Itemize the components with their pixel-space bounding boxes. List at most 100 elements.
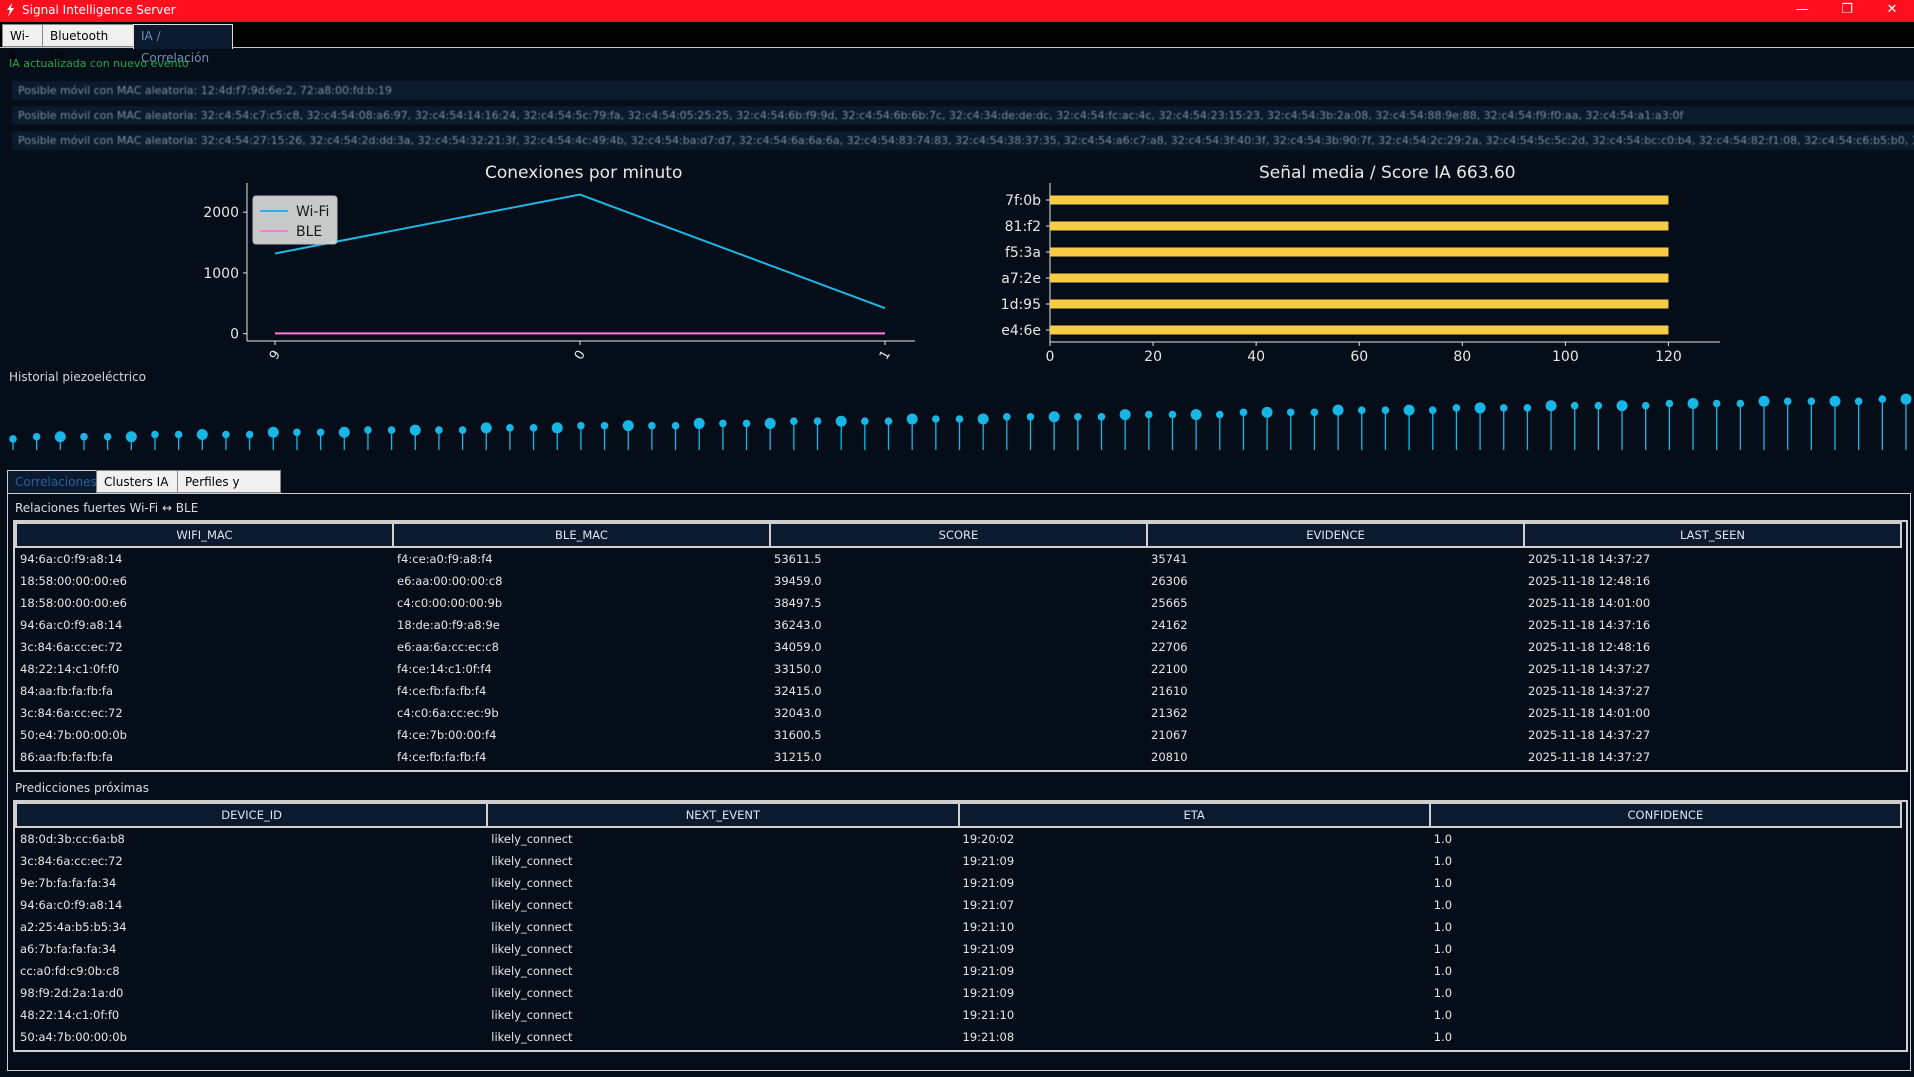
tab-correlaciones[interactable]: Correlaciones [7,470,97,495]
relations-col-wifi-mac[interactable]: WIFI_MAC [15,522,394,548]
relations-col-score[interactable]: SCORE [769,522,1148,548]
chart-panel: Conexiones por minuto Señal media / Scor… [0,163,1914,365]
table-row[interactable]: 3c:84:6a:cc:ec:72 c4:c0:6a:cc:ec:9b 32043.… [16,702,1901,724]
stem-marker [409,424,421,436]
stem-marker [1026,412,1035,421]
bar [1050,247,1669,257]
table-cell: likely_connect [491,832,573,846]
tab-bluetooth-le[interactable]: Bluetooth LE [42,24,134,65]
stem-marker [600,421,609,430]
stem-marker [1687,398,1699,409]
table-cell: 21610 [1151,684,1188,698]
stem-marker [1332,404,1344,416]
table-row[interactable]: 86:aa:fb:fa:fb:fa f4:ce:fb:fa:fb:f4 31215.… [16,746,1901,768]
stem-marker [1261,406,1273,418]
minimize-icon[interactable]: — [1795,2,1809,17]
predictions-col-device-id[interactable]: DEVICE_ID [14,802,489,828]
bar [1050,273,1669,283]
predictions-col-next-event[interactable]: NEXT_EVENT [486,802,960,828]
tab-perfiles-alertas[interactable]: Perfiles y Alertas [177,470,281,511]
stem-marker [977,413,989,425]
table-row[interactable]: a2:25:4a:b5:b5:34 likely_connect 19:21:10 1… [16,916,1901,938]
stem-marker [1641,401,1650,410]
predictions-table[interactable]: DEVICE_ID NEXT_EVENT ETA CONFIDENCE 88:0d:3… [14,802,1903,1048]
table-cell: 1.0 [1433,854,1453,868]
tab-ia-correlacion[interactable]: IA / Correlación [133,24,233,65]
stem-marker [1712,399,1721,408]
predictions-label: Predicciones próximas [15,781,149,795]
table-cell: 19:21:08 [962,1030,1015,1044]
stem-marker [1168,410,1177,419]
stem-marker [1003,412,1011,421]
table-row[interactable]: 50:e4:7b:00:00:0b f4:ce:7b:00:00:f4 31600.… [16,724,1901,746]
series-line-wifi [274,193,886,310]
x-tick-label: 0 [1046,349,1055,365]
table-cell: 1.0 [1433,942,1453,956]
table-cell: 2025-11-18 14:37:27 [1528,728,1651,742]
stem-marker [267,426,279,438]
table-cell: e6:aa:00:00:00:c8 [397,574,503,588]
stem-marker [813,417,822,426]
stem-marker [906,413,918,425]
table-row[interactable]: a6:7b:fa:fa:fa:34 likely_connect 19:21:09 1… [16,938,1901,960]
table-cell: 1.0 [1433,964,1453,978]
stem-marker [671,421,680,430]
table-cell: 9e:7b:fa:fa:fa:34 [20,876,117,890]
table-cell: 94:6a:c0:f9:a8:14 [20,898,123,912]
x-tick-label: 0 [572,348,589,363]
relations-col-evidence[interactable]: EVIDENCE [1146,522,1525,548]
table-cell: 86:aa:fb:fa:fb:fa [20,750,113,764]
predictions-col-eta[interactable]: ETA [957,802,1431,828]
table-cell: likely_connect [491,854,573,868]
relations-table[interactable]: WIFI_MAC BLE_MAC SCORE EVIDENCE LAST_SEEN 94… [15,522,1902,768]
stem-marker [1145,410,1153,419]
table-row[interactable]: cc:a0:fd:c9:0b:c8 likely_connect 19:21:09 1… [16,960,1901,982]
table-cell: 88:0d:3b:cc:6a:b8 [20,832,125,846]
table-row[interactable]: 94:6a:c0:f9:a8:14 18:de:a0:f9:a8:9e 36243.… [16,614,1901,636]
tab-wifi[interactable]: Wi-Fi [2,24,43,65]
table-row[interactable]: 3c:84:6a:cc:ec:72 e6:aa:6a:cc:ec:c8 34059.… [16,636,1901,658]
line-chart-title: Conexiones por minuto [485,163,683,183]
table-row[interactable]: 48:22:14:c1:0f:f0 likely_connect 19:21:10 1… [16,1004,1901,1026]
stem-marker [742,419,751,428]
table-cell: 39459.0 [774,574,822,588]
stem-marker [1048,411,1060,423]
relations-col-ble-mac[interactable]: BLE_MAC [392,522,771,548]
stem-marker [1452,404,1461,412]
table-row[interactable]: 50:a4:7b:00:00:0b likely_connect 19:21:08 1… [16,1026,1901,1048]
stem-marker [1854,397,1863,406]
relations-col-last-seen[interactable]: LAST_SEEN [1523,522,1902,548]
table-cell: 1.0 [1433,1008,1453,1022]
table-cell: likely_connect [491,920,573,934]
tab-clusters-ia[interactable]: Clusters IA [96,470,178,493]
table-cell: 35741 [1151,552,1188,566]
table-row[interactable]: 94:6a:c0:f9:a8:14 likely_connect 19:21:07 1… [16,894,1901,916]
table-row[interactable]: 98:f9:2d:2a:1a:d0 likely_connect 19:21:09 1… [16,982,1901,1004]
stem-marker [529,424,538,432]
stem-marker [861,417,869,426]
stem-marker [1215,410,1224,419]
table-cell: 18:de:a0:f9:a8:9e [397,618,500,632]
x-tick-label: 9 [267,348,284,363]
predictions-col-confidence[interactable]: CONFIDENCE [1428,802,1903,828]
table-row[interactable]: 18:58:00:00:00:e6 c4:c0:00:00:00:9b 38497.… [16,592,1901,614]
table-cell: 2025-11-18 14:37:27 [1528,662,1651,676]
table-cell: 38497.5 [774,596,822,610]
table-row[interactable]: 84:aa:fb:fa:fb:fa f4:ce:fb:fa:fb:f4 32415.… [16,680,1901,702]
table-row[interactable]: 88:0d:3b:cc:6a:b8 likely_connect 19:20:02 1… [16,827,1901,850]
chart-legend: Wi-Fi BLE [252,195,338,245]
table-row[interactable]: 18:58:00:00:00:e6 e6:aa:00:00:00:c8 39459.… [16,570,1901,592]
table-row[interactable]: 3c:84:6a:cc:ec:72 likely_connect 19:21:09 1… [16,850,1901,872]
table-row[interactable]: 48:22:14:c1:0f:f0 f4:ce:14:c1:0f:f4 33150.… [16,658,1901,680]
stem-marker [1545,400,1557,412]
stem-marker [693,417,705,429]
stem-marker [1829,395,1841,407]
y-tick-label: 1d:95 [1001,297,1041,313]
stem-marker [1878,395,1887,403]
stem-marker [316,428,325,437]
table-row[interactable]: 94:6a:c0:f9:a8:14 f4:ce:a0:f9:a8:f4 53611.… [16,547,1901,570]
stem-marker [1616,400,1628,412]
restore-icon[interactable]: ❐ [1841,2,1853,17]
table-row[interactable]: 9e:7b:fa:fa:fa:34 likely_connect 19:21:09 1… [16,872,1901,894]
close-icon[interactable]: ✕ [1886,2,1898,17]
